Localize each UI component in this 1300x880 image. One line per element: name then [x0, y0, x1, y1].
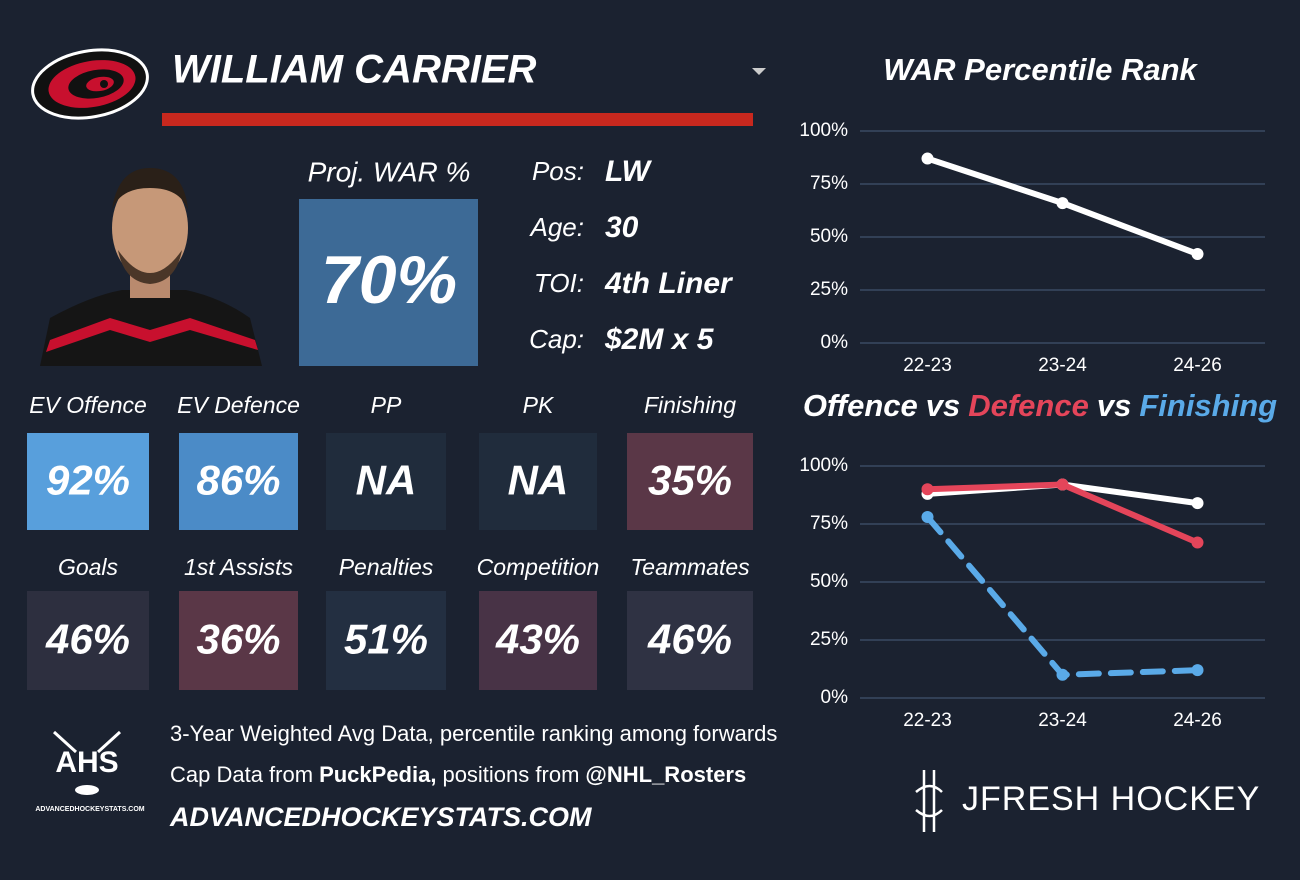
tile-value: NA [508, 457, 569, 504]
tile-label: Penalties [339, 554, 434, 580]
team-logo [31, 48, 149, 120]
y-tick-label: 50% [810, 226, 848, 247]
point [1191, 664, 1204, 677]
info-label: Cap: [529, 324, 584, 354]
tile-label: Finishing [644, 392, 736, 418]
tile-label: PP [371, 392, 402, 418]
chart-title-series: Offence [803, 388, 918, 423]
tile [27, 433, 149, 530]
x-tick-label: 23-24 [1038, 710, 1087, 731]
info-list: Pos: LW Age: 30 TOI: 4th Liner Cap: $2M x 5 [529, 155, 735, 356]
tile [627, 433, 753, 530]
tile-label: Goals [58, 554, 119, 580]
dropdown-arrow[interactable] [752, 68, 766, 75]
point [1191, 497, 1204, 510]
tile-label: EV Defence [177, 392, 300, 418]
y-tick-label: 0% [821, 687, 849, 708]
x-tick-label: 22-23 [903, 710, 952, 731]
tile [479, 591, 597, 690]
tile-label: EV Offence [29, 392, 147, 418]
tile-value: 46% [45, 616, 130, 663]
point [1056, 197, 1069, 210]
info-label: Age: [529, 212, 585, 242]
tile-value: NA [356, 457, 417, 504]
website: ADVANCEDHOCKEYSTATS.COM [169, 802, 592, 832]
player-name: WILLIAM CARRIER [172, 48, 537, 92]
point [1191, 247, 1204, 260]
tile [326, 591, 446, 690]
info-value: LW [605, 155, 653, 188]
x-tick-label: 24-26 [1173, 710, 1222, 731]
tile [179, 433, 298, 530]
point [921, 511, 934, 524]
proj-war-value: 70% [321, 242, 457, 318]
tile [479, 433, 597, 530]
tile-value: 35% [648, 457, 732, 504]
tile [27, 591, 149, 690]
proj-war-label: Proj. WAR % [308, 156, 471, 187]
stat-tiles: EV Offence 92% EV Defence 86% PP NA PK NA Finish… [27, 392, 753, 690]
chart-title-series: Finishing [1139, 388, 1277, 423]
tile-label: PK [523, 392, 555, 418]
tile-value: 36% [196, 616, 280, 663]
jfresh-logo: JFRESH HOCKEY [915, 770, 1260, 832]
y-tick-label: 25% [810, 629, 848, 650]
y-tick-label: 75% [810, 173, 848, 194]
proj-war-box [299, 199, 478, 366]
footer-segment: positions from [442, 762, 579, 787]
tile-value: 92% [46, 457, 130, 504]
jfresh-logo-text: JFRESH HOCKEY [962, 780, 1260, 818]
tile-label: 1st Assists [184, 554, 294, 580]
charts: WAR Percentile Rank 0% 25% 50% 75% 100% 22-23 2… [799, 52, 1277, 731]
tile-value: 43% [495, 616, 580, 663]
y-tick-label: 0% [821, 332, 849, 353]
tile-label: Competition [477, 554, 600, 580]
x-tick-label: 23-24 [1038, 355, 1087, 376]
tile [179, 591, 298, 690]
chart-title-connector: vs [1097, 388, 1131, 423]
point [1191, 536, 1204, 549]
tile-value: 86% [196, 457, 280, 504]
ahs-logo-text: AHS [55, 746, 118, 779]
y-tick-label: 75% [810, 513, 848, 534]
point [1056, 478, 1069, 491]
y-tick-label: 50% [810, 571, 848, 592]
point [921, 152, 934, 165]
footer-segment: Cap Data from [170, 762, 313, 787]
x-tick-label: 22-23 [903, 355, 952, 376]
footer-line: 3-Year Weighted Avg Data, percentile ran… [170, 721, 777, 746]
tile-label: Teammates [630, 554, 750, 580]
point [921, 483, 934, 496]
info-value: 4th Liner [604, 267, 734, 300]
tile-value: 46% [647, 616, 732, 663]
tile [326, 433, 446, 530]
tile-value: 51% [344, 616, 428, 663]
footer-segment: @NHL_Rosters [585, 762, 746, 787]
ahs-logo: AHS ADVANCEDHOCKEYSTATS.COM [35, 730, 145, 813]
info-label: Pos: [532, 156, 584, 186]
chart-title: Offence vs Defence vs Finishing [803, 388, 1277, 423]
chart-title: WAR Percentile Rank [883, 52, 1198, 87]
tile [627, 591, 753, 690]
x-tick-label: 24-26 [1173, 355, 1222, 376]
info-value: 30 [605, 211, 639, 244]
y-tick-label: 25% [810, 279, 848, 300]
y-tick-label: 100% [799, 120, 848, 141]
header-bar [162, 113, 753, 126]
y-tick-label: 100% [799, 455, 848, 476]
player-photo [40, 168, 262, 366]
info-value: $2M x 5 [604, 323, 715, 356]
chart-title-series: Defence [968, 388, 1089, 423]
ahs-logo-small: ADVANCEDHOCKEYSTATS.COM [35, 806, 144, 813]
info-label: TOI: [534, 268, 584, 298]
footer-segment: PuckPedia, [319, 762, 436, 787]
footer-line: Cap Data from PuckPedia, positions from @NH… [170, 762, 746, 787]
chart-title-connector: vs [926, 388, 960, 423]
point [1056, 668, 1069, 681]
